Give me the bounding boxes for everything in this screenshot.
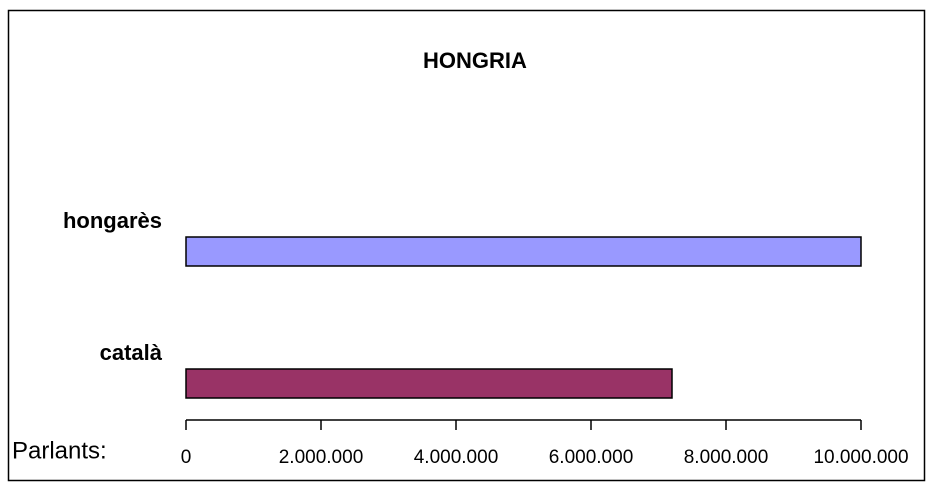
x-tick-label: 10.000.000 xyxy=(813,447,908,468)
x-tick-label: 0 xyxy=(181,447,192,468)
bar xyxy=(185,368,673,399)
x-tick-label: 6.000.000 xyxy=(549,447,634,468)
x-axis-label: Parlants: xyxy=(12,437,107,464)
bar xyxy=(185,236,862,267)
x-tick-label: 2.000.000 xyxy=(279,447,364,468)
chart-title: HONGRIA xyxy=(423,48,527,73)
x-tick-label: 4.000.000 xyxy=(414,447,499,468)
category-label: hongarès xyxy=(63,208,162,233)
category-label: català xyxy=(100,340,163,365)
x-tick-label: 8.000.000 xyxy=(684,447,769,468)
